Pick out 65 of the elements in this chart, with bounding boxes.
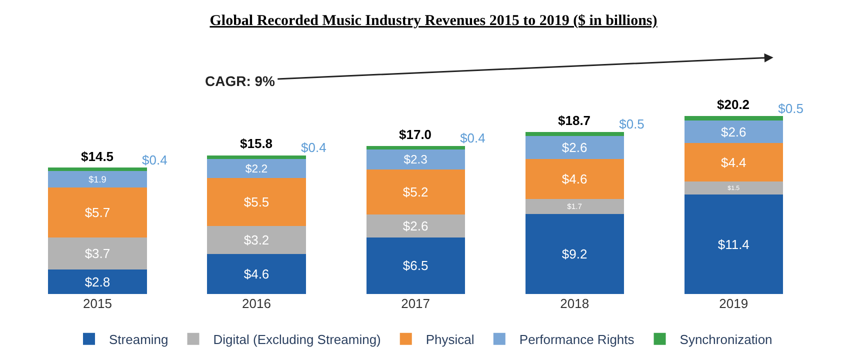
bar bbox=[525, 214, 624, 294]
bar bbox=[366, 169, 465, 215]
text: CAGR: 9% bbox=[205, 73, 276, 89]
data-label: $4.6 bbox=[244, 266, 270, 282]
bar bbox=[48, 270, 147, 294]
bar bbox=[366, 237, 465, 294]
total-label: $17.0 bbox=[399, 127, 432, 142]
total-label: $14.5 bbox=[81, 149, 114, 164]
data-label: $1.9 bbox=[88, 174, 106, 185]
data-label: $2.6 bbox=[562, 140, 588, 156]
data-label: $2.2 bbox=[245, 163, 268, 176]
total-label: $15.8 bbox=[240, 136, 273, 151]
data-label: $0.5 bbox=[778, 100, 804, 116]
bar bbox=[684, 120, 783, 144]
data-label: $0.4 bbox=[142, 152, 168, 168]
legend-label: Performance Rights bbox=[519, 332, 635, 347]
bar bbox=[207, 158, 306, 178]
data-label: $3.7 bbox=[84, 246, 110, 261]
bar bbox=[48, 188, 147, 238]
data-label: $2.3 bbox=[404, 152, 428, 167]
data-label: $0.4 bbox=[460, 130, 486, 146]
x-tick-label: 2016 bbox=[242, 296, 271, 311]
legend-label: Digital (Excluding Streaming) bbox=[213, 332, 381, 347]
bar bbox=[366, 146, 465, 150]
data-label: $0.4 bbox=[301, 140, 326, 156]
bar bbox=[207, 254, 306, 294]
x-tick-label: 2018 bbox=[560, 296, 590, 311]
legend-label: Synchronization bbox=[680, 332, 772, 347]
data-label: $3.2 bbox=[244, 232, 270, 248]
bar bbox=[207, 155, 306, 159]
data-label: $2.6 bbox=[720, 124, 746, 140]
data-label: $5.7 bbox=[84, 204, 110, 220]
x-tick-label: 2015 bbox=[83, 296, 112, 311]
data-label: $4.6 bbox=[562, 171, 588, 186]
bar bbox=[525, 198, 624, 214]
bar bbox=[684, 116, 783, 120]
data-label: $6.5 bbox=[402, 258, 428, 274]
bar bbox=[684, 182, 783, 195]
bar bbox=[525, 136, 624, 159]
bar bbox=[366, 214, 465, 238]
data-label: $5.5 bbox=[244, 194, 270, 210]
bar bbox=[48, 237, 147, 270]
bar bbox=[207, 178, 306, 226]
x-tick-label: 2017 bbox=[401, 296, 430, 311]
data-label: $5.2 bbox=[402, 184, 428, 200]
bar bbox=[207, 226, 306, 254]
legend-label: Streaming bbox=[109, 332, 168, 347]
data-label: $2.8 bbox=[84, 274, 110, 290]
data-label: $9.2 bbox=[562, 246, 588, 262]
bar bbox=[525, 158, 624, 199]
x-tick-label: 2019 bbox=[719, 296, 748, 311]
bar bbox=[525, 132, 624, 136]
bar bbox=[48, 171, 147, 188]
chart-title: Global Recorded Music Industry Revenues 2015 to 2019 ($ in billions) bbox=[210, 13, 658, 30]
data-label: $0.5 bbox=[619, 116, 644, 132]
bar bbox=[366, 149, 465, 170]
total-label: $18.7 bbox=[558, 113, 591, 128]
bar bbox=[684, 143, 783, 182]
data-label: $4.4 bbox=[720, 154, 746, 170]
data-label: $2.6 bbox=[402, 218, 428, 234]
bar bbox=[48, 168, 147, 172]
total-label: $20.2 bbox=[717, 97, 750, 112]
bar bbox=[684, 194, 783, 294]
data-label: $11.4 bbox=[718, 236, 750, 252]
legend-label: Physical bbox=[426, 332, 474, 347]
